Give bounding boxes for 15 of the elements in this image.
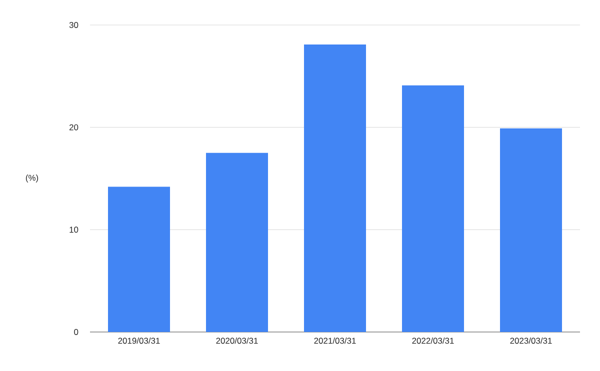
bar bbox=[206, 152, 268, 332]
y-axis-title: (%) bbox=[26, 174, 38, 182]
bar bbox=[108, 186, 170, 332]
x-tick-label: 2020/03/31 bbox=[216, 338, 258, 344]
x-tick-label: 2021/03/31 bbox=[314, 338, 356, 344]
x-tick-label: 2023/03/31 bbox=[510, 338, 552, 344]
x-tick-label: 2022/03/31 bbox=[412, 338, 454, 344]
y-tick-label: 10 bbox=[70, 226, 78, 233]
x-tick-label: 2019/03/31 bbox=[118, 338, 160, 344]
y-tick-label: 0 bbox=[74, 329, 78, 335]
y-tick-label: 20 bbox=[69, 124, 78, 130]
bar bbox=[304, 44, 366, 332]
bar bbox=[402, 85, 464, 332]
bar bbox=[500, 128, 562, 332]
y-tick-label: 30 bbox=[69, 22, 78, 28]
